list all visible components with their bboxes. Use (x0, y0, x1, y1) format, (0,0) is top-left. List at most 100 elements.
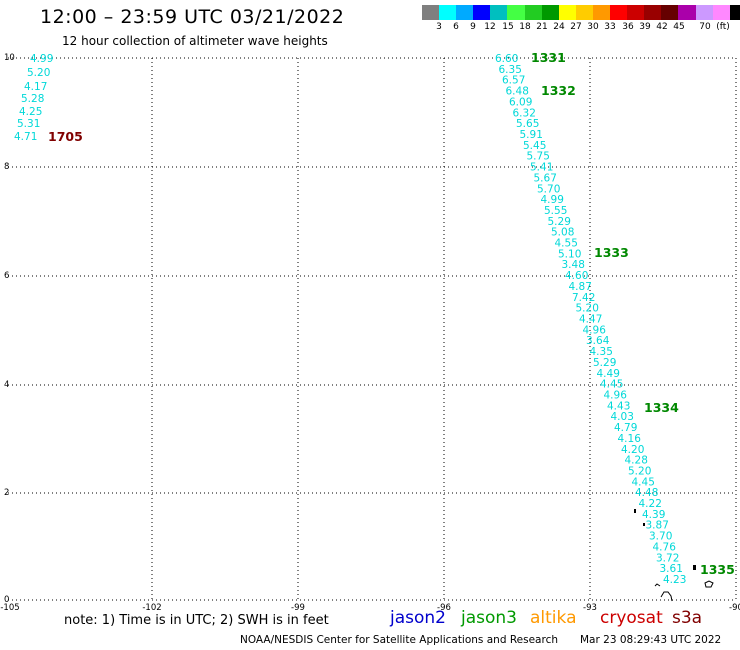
pass-id-label: 1332 (541, 83, 576, 98)
wave-height-value: 4.45 (600, 379, 623, 391)
wave-height-value: 4.23 (663, 574, 686, 586)
wave-height-value: 3.87 (646, 520, 669, 532)
y-tick-label: 4 (4, 380, 9, 390)
colorbar-label: 30 (587, 22, 599, 32)
legend-jason3: jason3 (461, 608, 517, 628)
colorbar-swatch (610, 5, 628, 20)
colorbar-label: 3 (436, 22, 442, 32)
colorbar-label: 45 (673, 22, 685, 32)
wave-height-value: 4.47 (579, 314, 602, 326)
colorbar-labels: 3 6 9 12 15 18 21 24 27 30 33 36 39 42 45 70 (ft) (422, 22, 740, 34)
y-tick-label: 8 (4, 162, 9, 172)
colorbar-swatch (456, 5, 474, 20)
wave-height-value: 5.45 (523, 140, 546, 152)
colorbar-swatch (422, 5, 440, 20)
wave-height-value: 6.60 (495, 53, 518, 65)
wave-height-value: 4.43 (607, 400, 630, 412)
wave-height-value: 5.70 (537, 183, 560, 195)
colorbar-label: 6 (453, 22, 459, 32)
wave-height-value: 4.96 (604, 390, 628, 402)
colorbar-label: (ft) (716, 22, 730, 32)
wave-height-value: 4.60 (565, 270, 588, 282)
wave-height-value: 5.75 (527, 151, 550, 163)
island-marker (634, 509, 636, 513)
pass-labels: 1705 1331 1332 1333 1334 1335 (48, 50, 735, 577)
wave-height-value: 6.57 (502, 75, 525, 87)
wave-height-value: 5.91 (520, 129, 543, 141)
wave-height-value: 4.16 (618, 433, 642, 445)
y-tick-label: 10 (4, 53, 15, 63)
wave-height-value: 4.17 (24, 81, 47, 93)
colorbar-label: 33 (604, 22, 616, 32)
island-marker (643, 523, 645, 526)
wave-height-value: 3.70 (649, 531, 672, 543)
colorbar-swatch (712, 5, 730, 20)
wave-height-value: 4.20 (621, 444, 644, 456)
legend-jason2: jason2 (390, 608, 446, 628)
grid-lines (8, 57, 737, 601)
y-tick-label: 6 (4, 271, 9, 281)
colorbar-label: 18 (519, 22, 531, 32)
wave-height-value: 4.22 (639, 498, 662, 510)
wave-height-value: 3.61 (660, 563, 683, 575)
measurement-column-main: 6.606.356.576.486.096.325.655.915.455.75… (495, 53, 686, 586)
colorbar-label: 27 (570, 22, 582, 32)
colorbar-swatch (661, 5, 679, 20)
wave-height-value: 6.48 (506, 86, 529, 98)
credit-line: NOAA/NESDIS Center for Satellite Applica… (240, 634, 558, 646)
wave-height-value: 7.42 (572, 292, 595, 304)
wave-height-value: 4.45 (632, 476, 655, 488)
pass-id-label: 1334 (644, 400, 679, 415)
x-tick-label: -90 (729, 603, 740, 610)
footnote: note: 1) Time is in UTC; 2) SWH is in fe… (64, 613, 329, 628)
colorbar-label: 70 (699, 22, 711, 32)
legend-s3a: s3a (672, 608, 703, 628)
coastline-segment (704, 580, 714, 588)
wave-height-value: 4.35 (590, 346, 613, 358)
wave-height-value: 4.76 (653, 541, 677, 553)
wave-height-value: 5.20 (576, 303, 599, 315)
colorbar-swatch (575, 5, 593, 20)
wave-height-value: 3.64 (586, 335, 610, 347)
axis-ticks: -105 -102 -99 -96 -93 -90 10 8 6 4 2 0 (0, 53, 740, 610)
x-tick-label: -105 (0, 603, 19, 610)
wave-height-value: 6.32 (513, 107, 536, 119)
x-tick-label: -96 (437, 603, 451, 610)
y-tick-label: 2 (4, 488, 9, 498)
wave-height-value: 5.41 (530, 162, 553, 174)
wave-height-value: 4.28 (625, 455, 648, 467)
colorbar-label: 15 (502, 22, 514, 32)
colorbar-label: 39 (639, 22, 651, 32)
wave-height-value: 4.55 (555, 238, 578, 250)
colorbar-swatch (627, 5, 645, 20)
legend-cryosat: cryosat (600, 608, 663, 628)
coastline-segment (660, 591, 673, 602)
map-subtitle: 12 hour collection of altimeter wave hei… (62, 34, 328, 48)
wave-height-value: 5.20 (27, 67, 50, 79)
wave-height-value: 4.99 (541, 194, 564, 206)
colorbar-swatch (678, 5, 696, 20)
wave-height-value: 5.20 (628, 466, 651, 478)
wave-height-value: 4.39 (642, 509, 665, 521)
wave-height-value: 5.08 (551, 227, 574, 239)
wave-height-value: 6.35 (499, 64, 522, 76)
colorbar-label: 12 (484, 22, 496, 32)
x-tick-label: -102 (142, 603, 161, 610)
wave-height-value: 4.96 (583, 324, 607, 336)
colorbar-swatch (558, 5, 576, 20)
colorbar-swatch (507, 5, 525, 20)
colorbar-swatch (729, 5, 740, 20)
y-tick-label: 0 (4, 595, 9, 605)
wave-height-value: 4.03 (611, 411, 634, 423)
colorbar-swatch (490, 5, 508, 20)
map-canvas: -105 -102 -99 -96 -93 -90 10 8 6 4 2 0 4.99 5.20 4.17… (0, 50, 740, 610)
colorbar-swatch (644, 5, 662, 20)
wave-height-value: 5.31 (17, 118, 40, 130)
wave-height-value: 5.65 (516, 118, 539, 130)
colorbar-label: 42 (656, 22, 668, 32)
pass-id-label: 1333 (594, 245, 629, 260)
colorbar-swatch (541, 5, 559, 20)
x-tick-label: -99 (291, 603, 305, 610)
colorbar (422, 5, 740, 20)
colorbar-label: 21 (536, 22, 548, 32)
